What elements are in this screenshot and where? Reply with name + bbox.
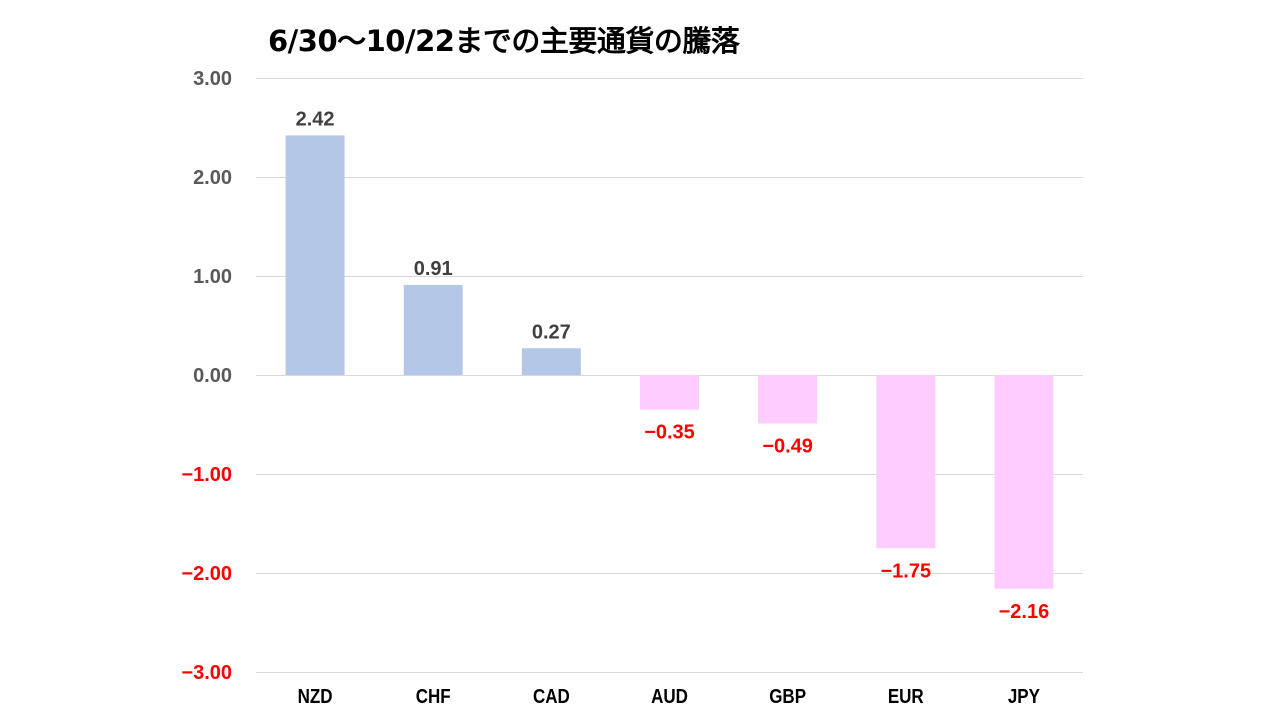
x-tick-label: GBP [769,685,806,708]
x-tick-label: EUR [888,685,924,708]
bar-gbp [758,375,818,424]
bar-jpy [994,375,1054,589]
bar-nzd [285,135,345,375]
data-label: 0.27 [532,321,571,343]
chart-title: 6/30～10/22までの主要通貨の騰落 [268,24,740,58]
bar-cad [521,348,581,375]
x-tick-label: CAD [533,685,570,708]
y-tick-label: 3.00 [193,68,232,90]
data-label: 2.42 [296,108,335,130]
bar-aud [640,375,699,410]
y-tick-label: 2.00 [193,167,232,189]
y-tick-label: −3.00 [181,662,232,684]
data-label: 0.91 [414,258,453,280]
y-tick-label: −1.00 [181,464,232,486]
data-label: −0.49 [762,436,813,458]
data-label: −0.35 [644,422,695,444]
x-tick-label: CHF [416,685,451,708]
data-label: −2.16 [999,601,1050,623]
bar-eur [876,375,936,549]
bar-chf [403,284,463,375]
y-tick-label: 1.00 [193,266,232,288]
x-tick-label: NZD [298,685,333,708]
x-tick-label: JPY [1008,685,1041,708]
y-tick-label: 0.00 [193,365,232,387]
y-tick-label: −2.00 [181,563,232,585]
data-label: −1.75 [880,560,931,582]
x-tick-label: AUD [651,685,688,708]
